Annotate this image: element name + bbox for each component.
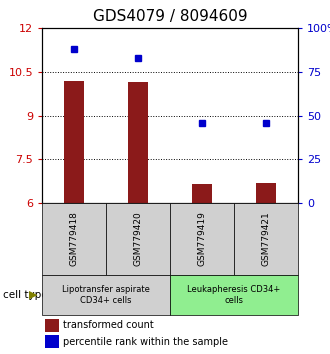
Text: GSM779421: GSM779421 — [261, 212, 271, 266]
Text: percentile rank within the sample: percentile rank within the sample — [63, 337, 228, 347]
Text: GSM779420: GSM779420 — [134, 212, 143, 266]
Bar — [256, 183, 276, 203]
Text: ▶: ▶ — [29, 290, 37, 300]
Bar — [128, 82, 148, 203]
Title: GDS4079 / 8094609: GDS4079 / 8094609 — [93, 9, 247, 24]
Text: Lipotransfer aspirate
CD34+ cells: Lipotransfer aspirate CD34+ cells — [62, 285, 150, 305]
Bar — [64, 80, 83, 203]
Text: cell type: cell type — [3, 290, 48, 300]
Bar — [192, 184, 212, 203]
Text: transformed count: transformed count — [63, 320, 154, 330]
Text: GSM779419: GSM779419 — [197, 212, 207, 267]
Text: Leukapheresis CD34+
cells: Leukapheresis CD34+ cells — [187, 285, 280, 305]
Text: GSM779418: GSM779418 — [70, 212, 79, 267]
